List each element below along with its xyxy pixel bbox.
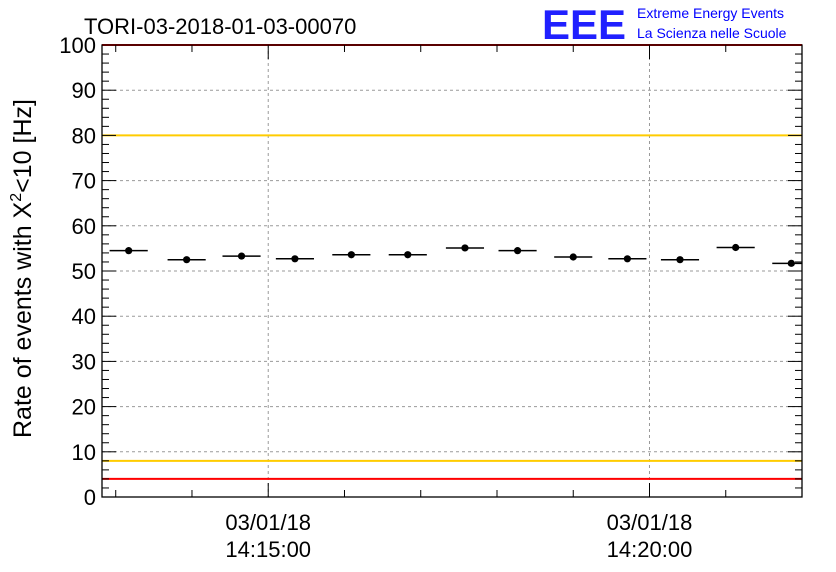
y-tick-label: 100 (59, 33, 96, 58)
chart-title: TORI-03-2018-01-03-00070 (84, 14, 356, 39)
grid-layer (102, 45, 802, 497)
x-tick-date-label: 03/01/18 (225, 510, 311, 535)
x-tick-time-label: 14:20:00 (607, 537, 693, 562)
plot-frame (101, 44, 803, 498)
data-point (623, 255, 631, 263)
x-tick-time-label: 14:15:00 (225, 537, 311, 562)
logo-line-2: La Scienza nelle Scuole (637, 25, 787, 41)
y-tick-label: 20 (72, 395, 96, 420)
data-point (125, 247, 133, 255)
y-axis-label-prefix: Rate of events with X (9, 201, 37, 438)
data-point (787, 259, 795, 267)
data-point (183, 256, 191, 264)
y-axis-label: Rate of events with X2<10 [Hz] (8, 99, 37, 438)
tick-labels: 010203040506070809010003/01/1814:15:0003… (59, 33, 693, 562)
data-point (347, 251, 355, 259)
y-tick-label: 80 (72, 123, 96, 148)
x-tick-date-label: 03/01/18 (607, 510, 693, 535)
y-tick-label: 30 (72, 349, 96, 374)
data-point (237, 252, 246, 260)
eee-logo: EEE Extreme Energy Events La Scienza nel… (542, 1, 787, 48)
y-tick-label: 90 (72, 78, 96, 103)
data-point (676, 256, 684, 264)
logo-letters: EEE (542, 1, 626, 48)
y-axis-label-suffix: <10 [Hz] (9, 99, 37, 193)
data-point (513, 247, 522, 255)
data-points (109, 243, 802, 267)
y-tick-label: 60 (72, 214, 96, 239)
data-point (404, 251, 412, 259)
y-tick-label: 70 (72, 169, 96, 194)
y-tick-label: 40 (72, 304, 96, 329)
y-tick-label: 10 (72, 440, 96, 465)
y-axis-label-superscript: 2 (8, 193, 25, 202)
data-point (732, 243, 740, 252)
data-point (291, 255, 299, 263)
logo-line-1: Extreme Energy Events (637, 5, 784, 21)
data-point (461, 244, 469, 252)
data-point (569, 253, 577, 261)
y-tick-label: 0 (84, 485, 96, 510)
axis-ticks (102, 44, 802, 498)
y-tick-label: 50 (72, 259, 96, 284)
